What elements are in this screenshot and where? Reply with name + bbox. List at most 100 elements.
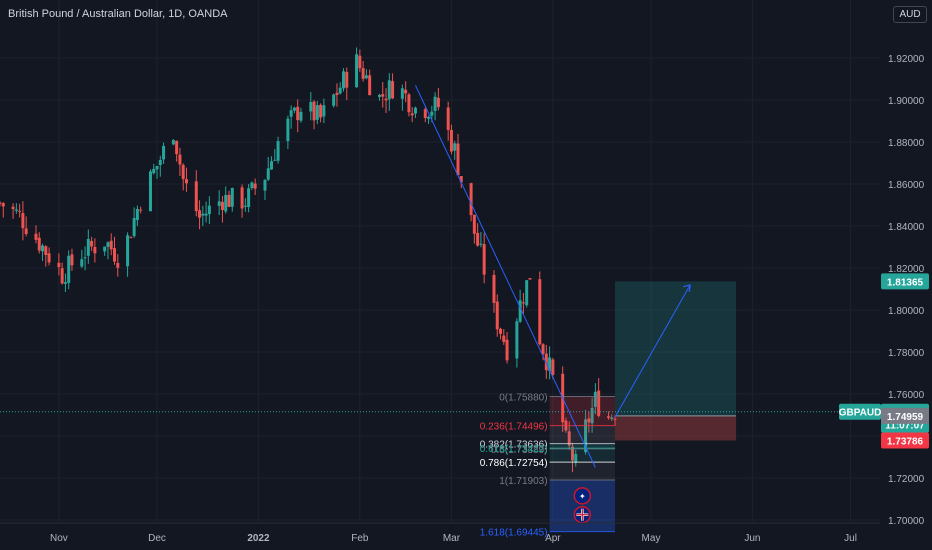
candle-body [492,274,496,303]
candle-body [250,182,254,188]
target-price-tag: 1.81365 [887,277,924,288]
candle-body [361,68,365,79]
candle-body [436,97,440,108]
candle-body [86,238,90,256]
y-tick-label: 1.84000 [888,222,925,233]
candle-body [0,202,2,204]
candle-body [1,203,5,207]
candle-body [423,109,427,119]
candle-body [162,145,166,160]
candle-body [158,160,162,166]
long-position-tool[interactable] [615,281,737,441]
fib-band [549,443,616,449]
candle-body [358,55,362,69]
candle-body [590,407,594,424]
entry-price-tag: 1.74959 [887,412,924,423]
candle-body [525,280,529,306]
fib-level-label: 0.618(1.73422) [480,444,548,455]
candle-body [21,213,25,229]
x-tick-label: Mar [443,533,461,544]
fib-level-label: 0.382(1.73636) [480,440,548,451]
x-tick-label: Feb [351,533,369,544]
projection-arrow-head [683,284,691,292]
candle-body [263,179,267,191]
take-profit-zone [615,281,737,416]
countdown-tag: 11:07:07 [885,421,925,432]
fib-level-label: 1.618(1.69445) [480,528,548,539]
candle-body [299,111,303,121]
symbol-tag: GBPAUD [839,408,882,419]
candle-body [548,357,552,371]
y-tick-label: 1.80000 [888,306,925,317]
candle-body [387,80,391,100]
candle-body [24,228,28,234]
fib-level-label: 0.5(1.73389) [491,445,548,456]
stop-price-tag-bg [881,432,929,449]
candle-body [70,254,74,266]
candle-body [384,98,388,101]
candle-body [410,113,414,116]
candle-body [312,101,316,121]
candle-body [126,235,130,267]
candle-body [253,183,257,189]
candle-body [584,419,588,453]
candle-body [309,102,313,112]
candle-body [44,246,48,255]
candle-body [404,89,408,94]
y-tick-label: 1.82000 [888,264,925,275]
candle-body [521,302,525,304]
candle-body [476,232,480,246]
candle-body [345,71,349,88]
candle-body [14,209,18,211]
candle-body [613,418,617,420]
candle-body [230,188,234,207]
candle-body [67,255,71,283]
candle-body [41,245,45,252]
candle-body [129,237,133,239]
candle-body [377,94,381,97]
candle-body [472,214,476,234]
candle-body [515,321,519,359]
candle-body [139,209,143,211]
candle-body [224,194,228,212]
y-tick-label: 1.88000 [888,138,925,149]
australia-flag-star: ✦ [579,492,586,501]
candle-body [541,344,545,355]
fib-level-label: 0.236(1.74496) [480,422,548,433]
candle-body [171,140,175,145]
candles [0,47,617,473]
australia-flag-icon [573,487,592,505]
candle-body [296,106,300,121]
candle-body [57,262,61,268]
candle-body [90,240,94,247]
candle-body [220,201,224,210]
candle-body [292,107,296,111]
candle-body [597,390,601,417]
candle-body [335,92,339,95]
candle-body [574,454,578,463]
candle-body [570,446,574,461]
y-tick-label: 1.78000 [888,348,925,359]
candle-body [148,171,152,212]
fib-band [549,396,616,426]
candle-body [319,104,323,118]
candle-body [93,246,97,254]
drawings[interactable]: 0(1.75880)0.236(1.74496)0.382(1.73636)0.… [0,85,880,539]
candle-body [63,282,67,284]
candle-body [495,301,499,330]
currency-badge[interactable]: AUD [893,6,927,23]
candle-body [181,164,185,180]
candle-body [499,328,503,334]
fib-level-label: 0.786(1.72754) [480,458,548,469]
candle-body [273,159,277,161]
candle-body [567,431,571,446]
y-tick-label: 1.86000 [888,180,925,191]
candle-body [289,110,293,117]
candle-body [469,183,473,216]
candle-body [103,246,107,252]
candle-body [538,279,542,345]
y-tick-label: 1.70000 [888,516,925,527]
candle-body [449,129,453,152]
